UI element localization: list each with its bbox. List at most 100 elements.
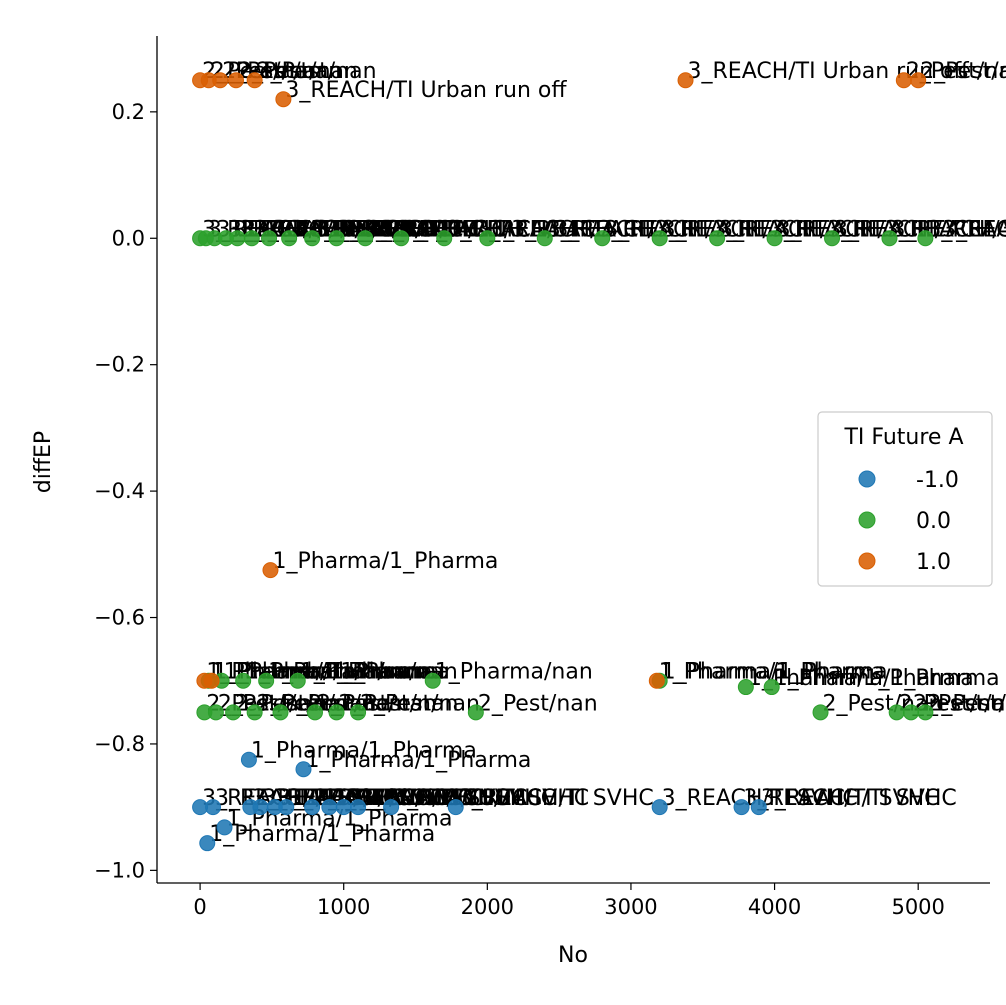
legend-entries: -1.0 0.0 1.0	[858, 468, 959, 575]
data-point	[881, 230, 898, 247]
legend-entry-label: 1.0	[916, 550, 951, 575]
legend-marker	[858, 552, 876, 570]
point-label: 3_REACH/3_REACH	[891, 217, 1006, 242]
data-point	[240, 751, 257, 768]
data-point	[216, 819, 233, 836]
data-point	[306, 704, 323, 721]
legend-frame	[817, 411, 993, 587]
data-point	[709, 230, 726, 247]
x-tick-label: 1000	[317, 895, 370, 919]
legend-marker	[858, 511, 876, 529]
data-point	[207, 704, 224, 721]
data-point	[917, 704, 934, 721]
x-tick-label: 0	[193, 895, 206, 919]
data-point	[304, 799, 321, 816]
data-point	[328, 230, 345, 247]
point-label: 3_REACH/3_REACH	[777, 217, 986, 242]
point-label: 3_REACH/TI SVHC	[761, 786, 957, 811]
x-tick-label: 4000	[748, 895, 801, 919]
data-point	[295, 761, 312, 778]
point-label: 3_REACH/3_REACH	[927, 217, 1006, 242]
data-point	[812, 704, 829, 721]
data-point	[910, 72, 927, 89]
point-label: 3_REACH/TI SVHC	[346, 786, 542, 811]
point-label: 1_Pharma/nan	[435, 660, 593, 685]
data-point	[763, 679, 780, 696]
data-point	[246, 704, 263, 721]
data-point	[278, 799, 295, 816]
data-point	[229, 230, 246, 247]
y-tick-label: 0.0	[112, 226, 145, 250]
data-point	[225, 704, 242, 721]
point-label: 3_REACH/TI SVHC	[458, 786, 654, 811]
point-label: 1_Pharma/1_Pharma	[272, 549, 498, 574]
data-point	[350, 799, 367, 816]
data-point	[648, 672, 665, 689]
legend: TI Future A -1.0 0.0 1.0	[817, 411, 993, 587]
data-point	[393, 230, 410, 247]
point-label: 3_REACH/TI SVHC	[393, 786, 589, 811]
point-label: 1_Pharma/1_Pharma	[774, 666, 1000, 691]
point-label: 3_REACH/TI Urban run off	[285, 78, 567, 103]
y-tick-label: −0.2	[94, 353, 145, 377]
data-point	[246, 72, 263, 89]
data-point	[447, 799, 464, 816]
point-label: 2_Pest/nan	[927, 691, 1006, 716]
point-label: 1_Pharma/1_Pharma	[214, 660, 440, 685]
data-point	[917, 230, 934, 247]
y-tick-label: 0.2	[112, 100, 145, 124]
x-tick-label: 5000	[891, 895, 944, 919]
x-ticks: 0 1000 2000 3000 4000 5000	[193, 883, 945, 919]
legend-entry-label: -1.0	[916, 468, 959, 493]
data-point	[677, 72, 694, 89]
data-point	[281, 230, 298, 247]
data-point	[903, 704, 920, 721]
data-point	[304, 230, 321, 247]
data-point	[212, 72, 229, 89]
legend-marker	[858, 470, 876, 488]
point-label: 1_Pharma/1_Pharma	[748, 666, 974, 691]
y-axis-label: diffEP	[31, 431, 56, 493]
axes	[156, 36, 990, 884]
x-tick-label: 2000	[461, 895, 514, 919]
data-point	[383, 799, 400, 816]
data-point	[737, 679, 754, 696]
point-label: 2_Pest/nan	[478, 691, 598, 716]
data-point	[594, 230, 611, 247]
y-tick-label: −0.4	[94, 479, 145, 503]
data-points	[192, 72, 934, 852]
data-point	[895, 72, 912, 89]
data-point	[888, 704, 905, 721]
point-label: 2_Pest/nan	[920, 59, 1006, 84]
x-axis-label: No	[558, 943, 588, 968]
data-point	[261, 230, 278, 247]
data-point	[824, 230, 841, 247]
data-point	[199, 835, 216, 852]
data-point	[272, 704, 289, 721]
data-point	[536, 230, 553, 247]
data-point	[227, 72, 244, 89]
data-point	[766, 230, 783, 247]
point-label: 2_Pest/nan	[360, 691, 480, 716]
legend-title: TI Future A	[843, 425, 963, 450]
data-point	[262, 562, 279, 579]
data-point	[321, 799, 338, 816]
y-tick-label: −0.6	[94, 606, 145, 630]
data-point	[258, 672, 275, 689]
data-point	[424, 672, 441, 689]
data-point	[733, 799, 750, 816]
data-point	[467, 704, 484, 721]
y-tick-label: −0.8	[94, 732, 145, 756]
data-point	[203, 672, 220, 689]
data-point	[328, 704, 345, 721]
legend-entry-label: 0.0	[916, 509, 951, 534]
y-ticks: −1.0 −0.8 −0.6 −0.4 −0.2 0.0 0.2	[94, 100, 157, 882]
point-label: 3_REACH/TI SVHC	[744, 786, 940, 811]
data-point	[651, 799, 668, 816]
data-point	[205, 799, 222, 816]
data-point	[243, 230, 260, 247]
y-tick-label: −1.0	[94, 858, 145, 882]
data-point	[235, 672, 252, 689]
data-point	[335, 799, 352, 816]
